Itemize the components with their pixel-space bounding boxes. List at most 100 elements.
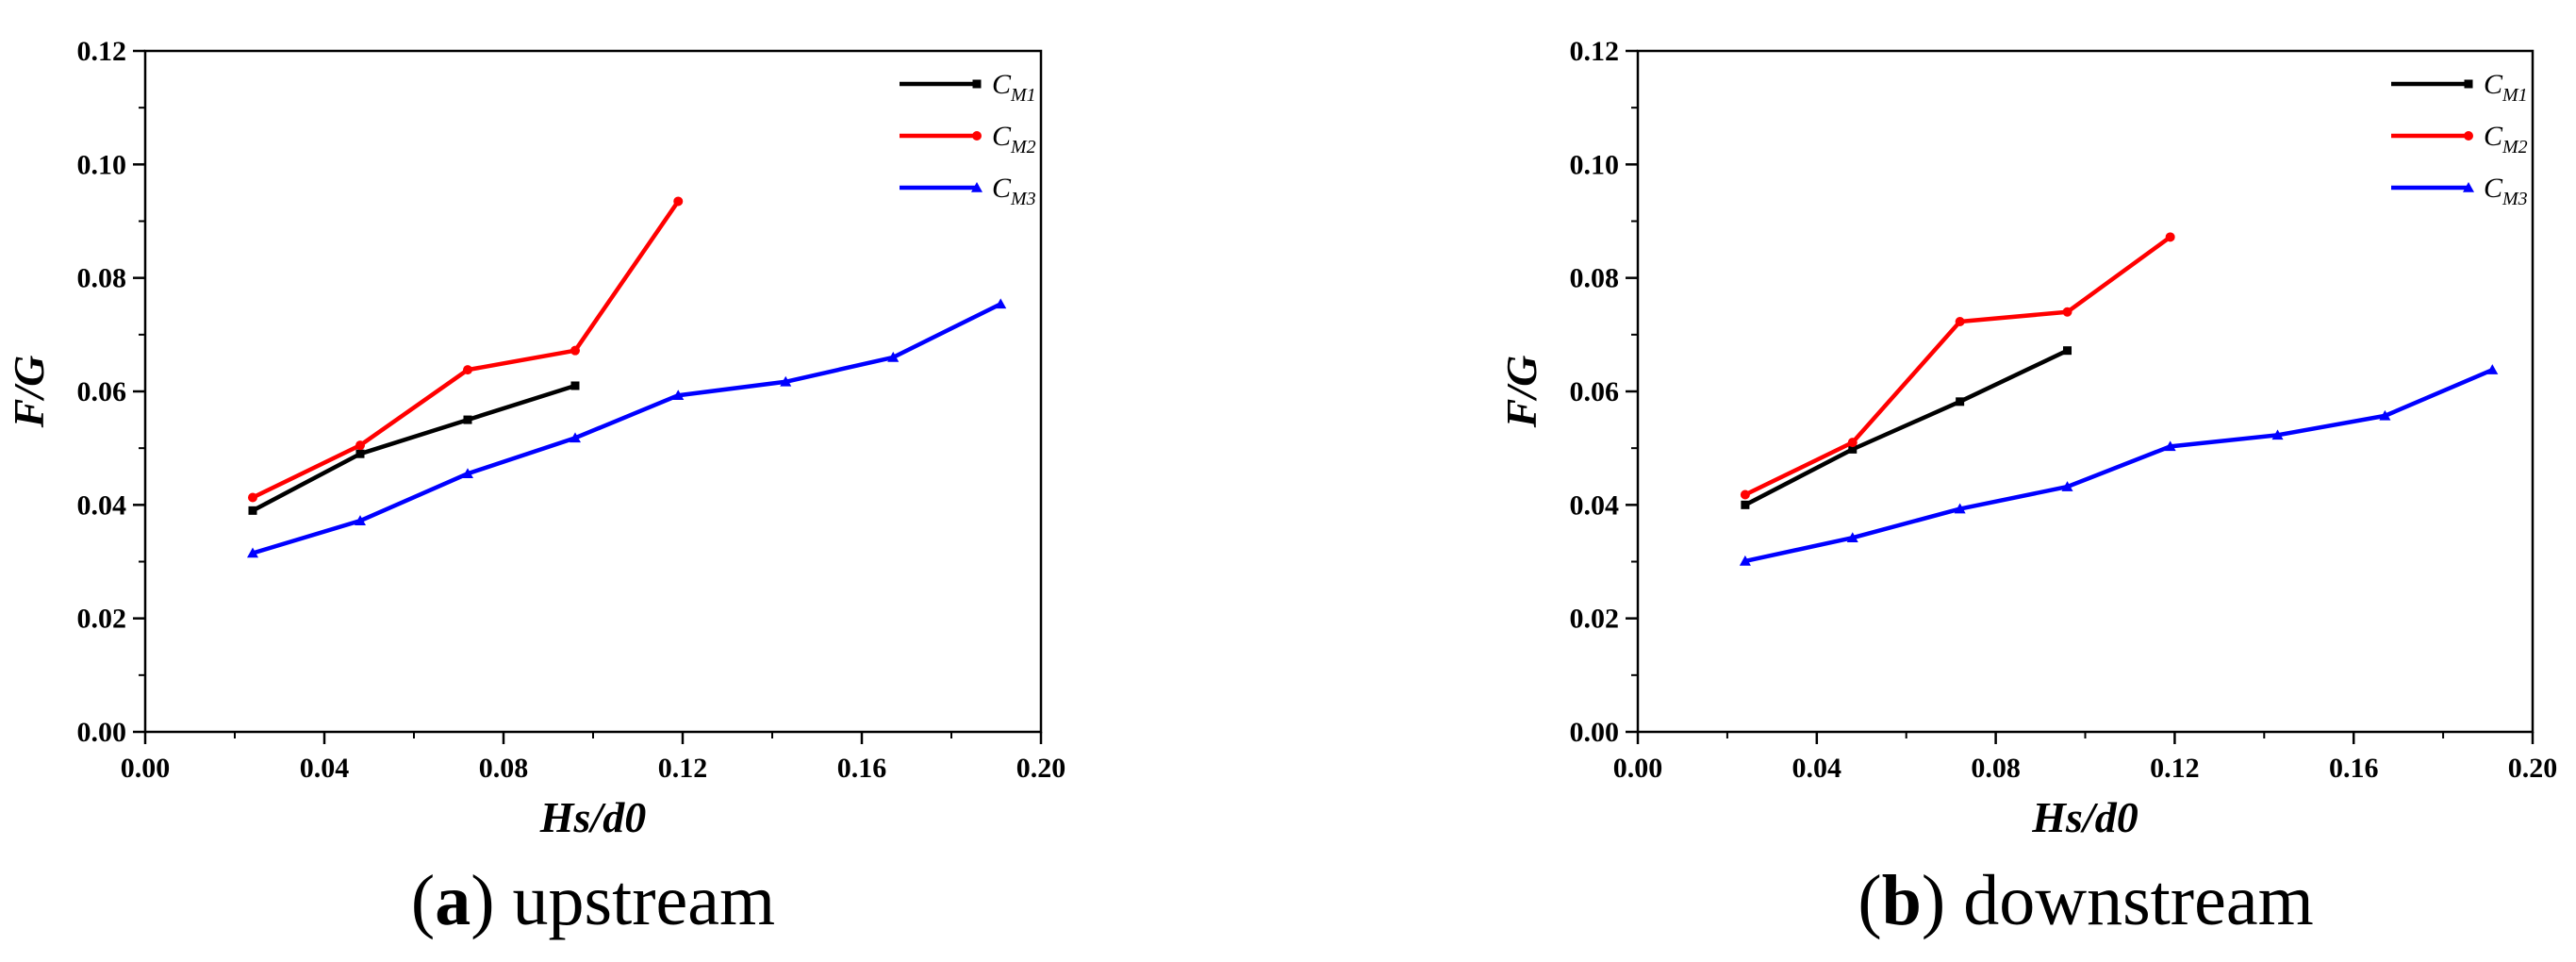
data-point-CM3 bbox=[1739, 555, 1751, 566]
data-point-CM2 bbox=[355, 440, 365, 451]
caption-paren-close: ) bbox=[1922, 861, 1963, 940]
data-point-CM2 bbox=[248, 492, 257, 503]
y-tick-label: 0.00 bbox=[77, 717, 127, 748]
x-tick-label: 0.16 bbox=[837, 753, 887, 784]
legend-label-subscript: M1 bbox=[1010, 85, 1036, 106]
data-point-CM2 bbox=[1955, 316, 1965, 326]
data-point-CM2 bbox=[1847, 438, 1858, 448]
x-tick-label: 0.04 bbox=[300, 753, 350, 784]
x-tick-label: 0.08 bbox=[479, 753, 529, 784]
data-point-CM2 bbox=[1740, 489, 1750, 500]
data-point-CM2 bbox=[570, 345, 580, 356]
panel-upstream: 0.00 0.04 0.08 0.12 0.16 0.20 0.00 0.02 0.04 0.06… bbox=[5, 36, 1065, 940]
legend-label-base: C bbox=[2484, 69, 2503, 100]
legend-label-CM1: CM1 bbox=[992, 69, 1036, 106]
y-tick-label: 0.06 bbox=[77, 376, 127, 407]
plot-frame bbox=[143, 49, 1043, 734]
legend-label-subscript: M2 bbox=[2502, 137, 2528, 158]
y-tick-label: 0.02 bbox=[77, 604, 127, 635]
legend-label-base: C bbox=[992, 121, 1012, 152]
caption-text: upstream bbox=[513, 861, 776, 940]
legend-label-CM1: CM1 bbox=[2484, 69, 2528, 106]
data-point-CM3 bbox=[1846, 532, 1858, 543]
y-axis-title: F/G bbox=[1497, 356, 1545, 429]
legend-label-base: C bbox=[2484, 173, 2503, 204]
legend-label-base: C bbox=[992, 69, 1012, 100]
x-tick-label: 0.08 bbox=[1971, 753, 2021, 784]
legend-marker-CM1 bbox=[972, 79, 982, 89]
legend-label-CM3: CM3 bbox=[992, 173, 1036, 209]
data-point-CM3 bbox=[462, 468, 473, 479]
data-point-CM3 bbox=[2271, 429, 2284, 440]
caption-letter: b bbox=[1882, 861, 1922, 940]
y-tick-label: 0.12 bbox=[1570, 36, 1620, 67]
legend-label-CM2: CM2 bbox=[992, 121, 1036, 158]
y-tick-label: 0.10 bbox=[1570, 149, 1620, 180]
data-point-CM3 bbox=[247, 547, 258, 558]
y-tick-label: 0.00 bbox=[1570, 717, 1620, 748]
legend-marker-CM2 bbox=[2464, 131, 2473, 141]
x-tick-label: 0.20 bbox=[2508, 753, 2558, 784]
caption-paren-open: ( bbox=[1858, 861, 1881, 940]
x-tick-label: 0.04 bbox=[1792, 753, 1842, 784]
x-tick-label: 0.00 bbox=[121, 753, 171, 784]
data-point-CM1 bbox=[248, 506, 257, 515]
data-point-CM1 bbox=[570, 381, 580, 390]
y-axis-title: F/G bbox=[5, 356, 53, 429]
legend-label-subscript: M3 bbox=[2502, 189, 2528, 209]
data-point-CM1 bbox=[355, 449, 365, 458]
data-point-CM3 bbox=[995, 298, 1007, 309]
x-tick-label: 0.12 bbox=[658, 753, 708, 784]
data-point-CM2 bbox=[2062, 307, 2072, 317]
data-point-CM2 bbox=[463, 365, 472, 375]
legend-marker-CM2 bbox=[972, 131, 982, 141]
legend-label-subscript: M2 bbox=[1010, 137, 1036, 158]
panel-downstream: 0.00 0.04 0.08 0.12 0.16 0.20 0.00 0.02 0.04 0.06… bbox=[1497, 36, 2557, 940]
x-tick-label: 0.20 bbox=[1016, 753, 1066, 784]
x-axis-title: Hs/d0 bbox=[539, 793, 646, 841]
series-line-CM1 bbox=[251, 383, 576, 513]
data-point-CM3 bbox=[672, 390, 685, 401]
y-tick-label: 0.04 bbox=[1570, 489, 1620, 521]
x-tick-label: 0.12 bbox=[2150, 753, 2200, 784]
legend-label-base: C bbox=[2484, 121, 2503, 152]
legend-label-base: C bbox=[992, 173, 1012, 204]
y-tick-label: 0.02 bbox=[1570, 604, 1620, 635]
panel-caption: (b) downstream bbox=[1858, 861, 2313, 940]
data-point-CM3 bbox=[1954, 503, 1966, 514]
legend-marker-CM3 bbox=[2463, 182, 2474, 192]
legend-label-CM3: CM3 bbox=[2484, 173, 2528, 209]
series-line-CM2 bbox=[252, 200, 681, 500]
x-tick-label: 0.16 bbox=[2329, 753, 2379, 784]
data-point-CM3 bbox=[2061, 481, 2073, 491]
data-point-CM3 bbox=[887, 351, 900, 362]
y-tick-label: 0.08 bbox=[1570, 263, 1620, 294]
data-point-CM2 bbox=[2165, 232, 2175, 242]
plot-frame bbox=[1636, 49, 2535, 734]
y-tick-label: 0.06 bbox=[1570, 376, 1620, 407]
data-point-CM3 bbox=[2164, 440, 2176, 452]
x-axis-title: Hs/d0 bbox=[2031, 793, 2138, 841]
data-point-CM3 bbox=[780, 375, 792, 387]
panel-caption: (a) upstream bbox=[411, 861, 775, 940]
data-point-CM3 bbox=[2486, 364, 2499, 374]
data-point-CM3 bbox=[355, 515, 366, 525]
data-point-CM3 bbox=[2379, 409, 2391, 421]
data-point-CM2 bbox=[673, 196, 684, 207]
caption-paren-open: ( bbox=[411, 861, 435, 940]
series-line-CM3 bbox=[1744, 368, 2494, 564]
series-line-CM3 bbox=[252, 302, 1002, 556]
data-point-CM1 bbox=[463, 415, 472, 424]
caption-paren-close: ) bbox=[471, 861, 512, 940]
series-line-CM2 bbox=[1743, 235, 2171, 497]
data-point-CM1 bbox=[2063, 346, 2072, 356]
x-tick-label: 0.00 bbox=[1613, 753, 1663, 784]
caption-text: downstream bbox=[1963, 861, 2313, 940]
y-tick-label: 0.04 bbox=[77, 489, 127, 521]
legend-label-subscript: M1 bbox=[2502, 85, 2528, 106]
data-point-CM1 bbox=[1956, 397, 1965, 406]
data-point-CM1 bbox=[1848, 444, 1858, 454]
y-tick-label: 0.08 bbox=[77, 263, 127, 294]
legend-marker-CM3 bbox=[971, 182, 983, 192]
